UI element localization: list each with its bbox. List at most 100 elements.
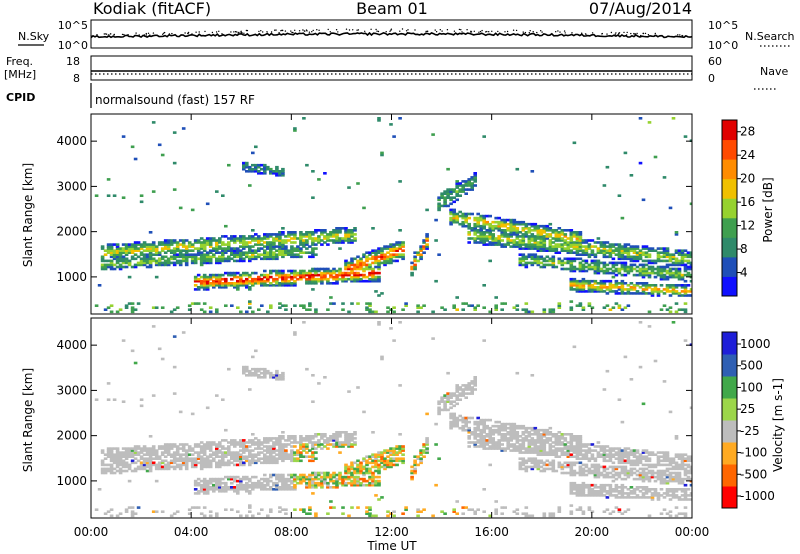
power-cell <box>491 235 495 238</box>
velocity-cell <box>299 455 303 458</box>
power-cell <box>103 265 108 269</box>
power-cell <box>130 308 135 311</box>
velocity-cell <box>512 445 517 448</box>
power-cell <box>181 259 186 263</box>
power-cell <box>242 237 246 240</box>
velocity-cell <box>548 433 553 436</box>
velocity-cell <box>566 455 571 458</box>
velocity-cell <box>530 437 535 440</box>
velocity-cell <box>536 435 541 438</box>
power-cell <box>461 222 465 226</box>
power-cell <box>506 227 510 230</box>
power-cell <box>109 310 114 314</box>
power-cell <box>374 261 378 265</box>
velocity-cell <box>332 506 336 509</box>
velocity-cell <box>359 463 363 467</box>
velocity-cell <box>533 447 538 450</box>
power-cell <box>683 310 688 314</box>
power-cell <box>187 249 192 252</box>
velocity-cell <box>196 477 201 481</box>
power-cell <box>109 304 114 307</box>
power-cell <box>389 257 393 261</box>
power-cell <box>154 253 159 256</box>
power-cell <box>269 271 273 275</box>
power-cell <box>269 170 273 173</box>
power-cell <box>674 302 679 305</box>
velocity-cell <box>160 465 165 469</box>
power-cell <box>674 263 679 267</box>
noise-right-tick-top: 10^5 <box>708 19 738 32</box>
power-cell <box>527 222 532 226</box>
power-cell <box>269 269 273 273</box>
power-cell <box>181 245 186 248</box>
power-colorbar-tick-label: 24 <box>740 148 755 162</box>
velocity-cell <box>482 443 486 446</box>
power-cell <box>269 282 273 285</box>
velocity-cell <box>115 449 120 452</box>
velocity-cell <box>491 441 495 444</box>
power-cell <box>476 241 480 244</box>
velocity-cell <box>569 481 574 485</box>
power-cell <box>626 253 631 256</box>
power-cell <box>500 235 504 238</box>
velocity-cell <box>302 321 306 324</box>
power-cell <box>521 227 526 230</box>
noise-search-dot <box>679 34 681 36</box>
velocity-cell <box>401 453 405 456</box>
power-cell <box>242 239 246 242</box>
velocity-cell <box>527 431 532 434</box>
power-cell <box>326 267 330 271</box>
velocity-cell <box>467 445 471 448</box>
power-cell <box>494 227 498 230</box>
power-cell <box>491 220 495 224</box>
power-cell <box>524 224 529 228</box>
power-cell <box>350 302 354 305</box>
power-cell <box>482 233 486 236</box>
power-cell <box>205 253 210 256</box>
velocity-cell <box>377 498 381 501</box>
velocity-cell <box>482 447 486 450</box>
nave-tick-bottom: 0 <box>708 72 715 85</box>
velocity-cell <box>199 447 204 450</box>
velocity-cell <box>248 459 252 463</box>
power-cell <box>551 310 556 314</box>
velocity-cell <box>187 508 192 511</box>
velocity-cell <box>263 437 267 440</box>
velocity-cell <box>320 481 324 485</box>
power-cell <box>175 245 180 248</box>
power-cell <box>416 253 420 256</box>
velocity-cell <box>335 437 339 440</box>
noise-search-dot <box>506 30 509 33</box>
velocity-cell <box>163 463 168 467</box>
power-cell <box>425 235 429 238</box>
power-cell <box>133 243 138 246</box>
noise-search-dot <box>434 29 436 31</box>
velocity-cell <box>446 408 450 412</box>
power-cell <box>599 269 604 273</box>
velocity-cell <box>347 469 351 473</box>
velocity-cell <box>169 447 174 450</box>
power-cell <box>644 267 649 271</box>
velocity-cell <box>515 426 520 430</box>
power-cell <box>163 251 168 254</box>
power-cell <box>353 275 357 279</box>
power-cell <box>130 245 135 248</box>
power-cell <box>482 216 486 220</box>
power-cell <box>242 247 246 250</box>
velocity-cell <box>455 418 459 422</box>
power-cell <box>350 257 354 261</box>
power-cell <box>575 284 580 287</box>
power-cell <box>350 263 354 267</box>
power-cell <box>629 259 634 263</box>
power-cell <box>509 233 513 236</box>
noise-search-dot <box>356 29 358 31</box>
power-cell <box>575 235 580 238</box>
velocity-cell <box>133 461 138 465</box>
power-cell <box>172 261 177 265</box>
power-cell <box>521 237 526 240</box>
velocity-cell <box>338 481 342 485</box>
power-cell <box>205 257 210 261</box>
power-cell <box>251 170 255 173</box>
noise-search-dot <box>278 32 280 34</box>
power-cell <box>482 237 486 240</box>
